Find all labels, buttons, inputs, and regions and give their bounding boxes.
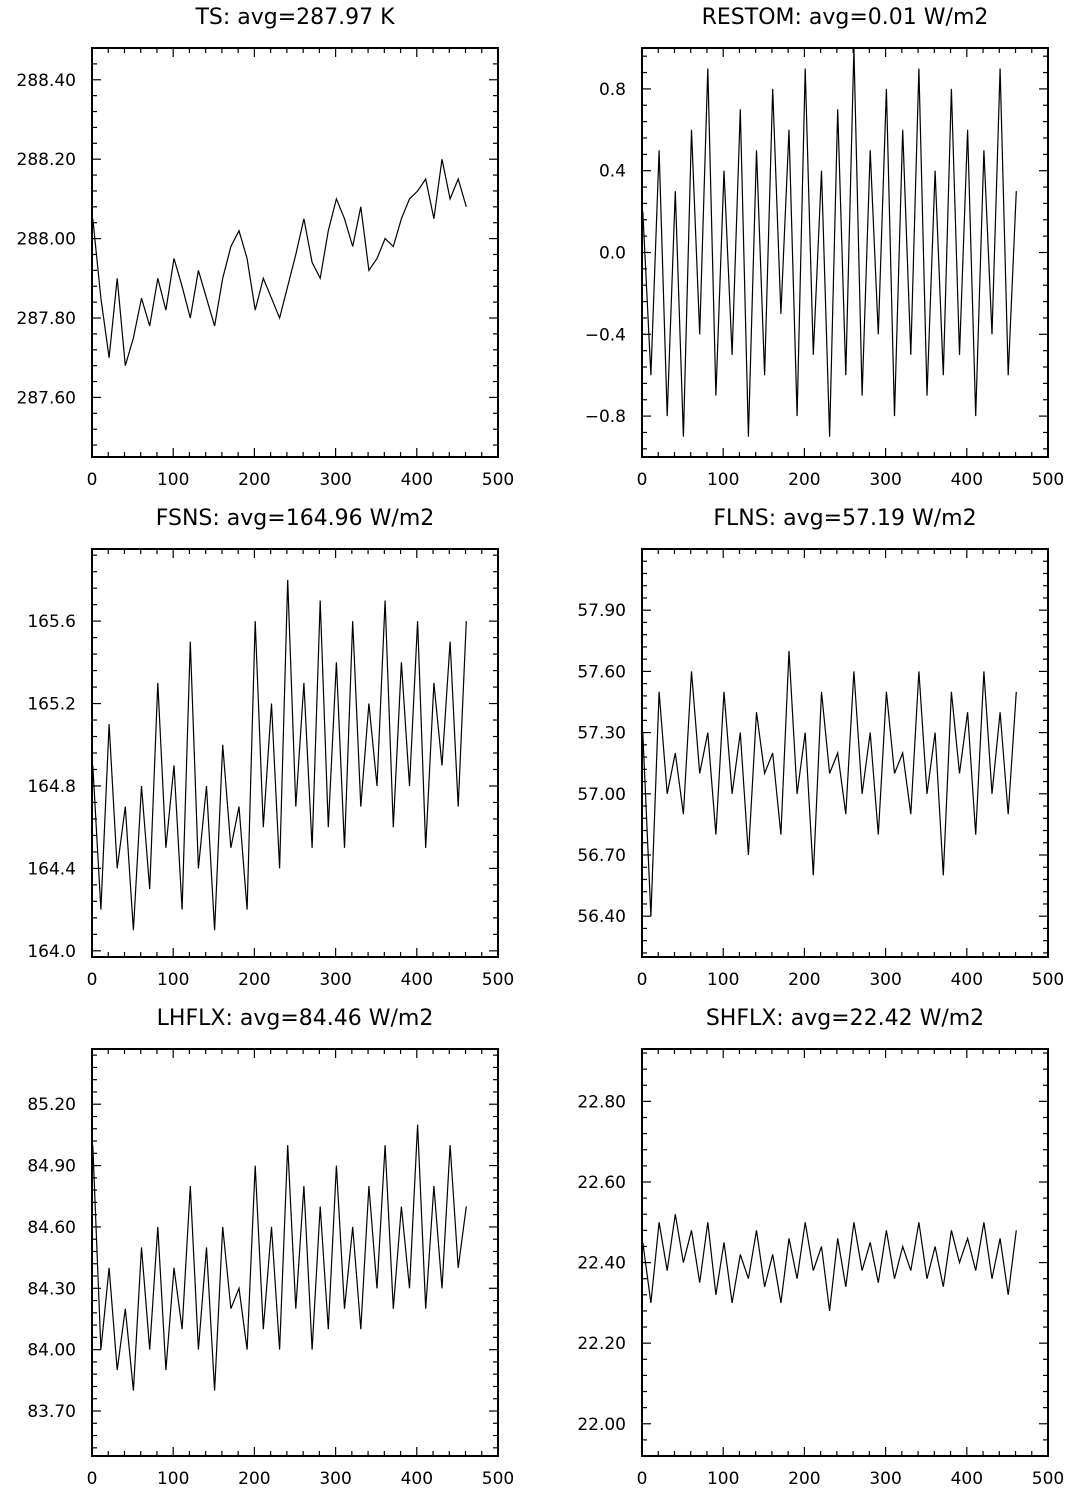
x-tick-label: 500 [482, 1469, 514, 1489]
x-tick-label: 500 [1032, 1469, 1064, 1489]
chart-panel-6: SHFLX: avg=22.42 W/m2 0 100 200 300 400 500 22.… [577, 1006, 1064, 1489]
y-tick-label: 84.30 [27, 1279, 76, 1299]
y-tick-label: 165.2 [27, 695, 76, 715]
x-tick-label: 400 [951, 470, 983, 490]
chart-title: SHFLX: avg=22.42 W/m2 [706, 1006, 984, 1031]
y-tick-label: −0.8 [585, 407, 626, 427]
x-tick-label: 0 [87, 470, 98, 490]
y-tick-label: 22.20 [577, 1334, 626, 1354]
plot-frame [641, 548, 1049, 958]
x-tick-label: 500 [482, 470, 514, 490]
y-tick-label: 288.20 [17, 150, 76, 170]
chart-title: FLNS: avg=57.19 W/m2 [713, 506, 976, 531]
x-tick-label: 400 [951, 1469, 983, 1489]
x-tick-label: 300 [869, 470, 901, 490]
y-tick-label: 56.40 [577, 907, 626, 927]
x-tick-label: 200 [238, 970, 270, 990]
x-tick-label: 200 [238, 470, 270, 490]
x-tick-label: 200 [238, 1469, 270, 1489]
x-tick-label: 500 [1032, 970, 1064, 990]
x-tick-label: 300 [869, 1469, 901, 1489]
x-tick-label: 100 [707, 970, 739, 990]
y-tick-label: 22.40 [577, 1254, 626, 1274]
chart-title: LHFLX: avg=84.46 W/m2 [157, 1006, 434, 1031]
y-tick-label: 57.90 [577, 601, 626, 621]
series-line [92, 159, 467, 366]
series-line [642, 650, 1017, 917]
x-tick-label: 0 [637, 1469, 648, 1489]
y-tick-label: 287.80 [17, 309, 76, 329]
x-tick-label: 500 [1032, 470, 1064, 490]
plot-frame [641, 47, 1049, 458]
chart-panel-5: LHFLX: avg=84.46 W/m2 0 100 200 300 400 500 83.… [27, 1006, 514, 1489]
x-tick-label: 200 [788, 470, 820, 490]
x-tick-label: 0 [87, 1469, 98, 1489]
x-tick-label: 100 [707, 470, 739, 490]
plot-frame [641, 1048, 1049, 1457]
x-tick-label: 0 [637, 470, 648, 490]
y-tick-label: 164.8 [27, 777, 76, 797]
chart-panel-4: FLNS: avg=57.19 W/m2 0 100 200 300 400 500 56.4… [577, 506, 1064, 990]
x-tick-label: 100 [707, 1469, 739, 1489]
y-tick-label: 288.00 [17, 230, 76, 250]
x-tick-label: 300 [319, 1469, 351, 1489]
x-tick-label: 300 [869, 970, 901, 990]
series-line [92, 1124, 467, 1391]
y-tick-label: 22.00 [577, 1415, 626, 1435]
x-tick-label: 100 [157, 970, 189, 990]
y-tick-label: 0.4 [599, 162, 626, 182]
plot-frame [91, 47, 499, 458]
x-tick-label: 400 [951, 970, 983, 990]
x-tick-label: 400 [401, 470, 433, 490]
x-tick-label: 200 [788, 1469, 820, 1489]
y-tick-label: −0.4 [585, 325, 626, 345]
series-line [642, 48, 1017, 437]
y-tick-label: 85.20 [27, 1095, 76, 1115]
y-tick-label: 0.8 [599, 80, 626, 100]
y-tick-label: 57.60 [577, 662, 626, 682]
y-tick-label: 0.0 [599, 244, 626, 264]
plot-frame [91, 1048, 499, 1457]
series-line [642, 1214, 1017, 1311]
x-tick-label: 0 [87, 970, 98, 990]
chart-title: RESTOM: avg=0.01 W/m2 [702, 5, 989, 30]
y-tick-label: 83.70 [27, 1402, 76, 1422]
y-tick-label: 57.30 [577, 724, 626, 744]
x-tick-label: 0 [637, 970, 648, 990]
x-tick-label: 300 [319, 970, 351, 990]
chart-panel-2: RESTOM: avg=0.01 W/m2 0 100 200 300 400 500 −0.… [585, 5, 1065, 490]
x-tick-label: 300 [319, 470, 351, 490]
x-tick-label: 400 [401, 1469, 433, 1489]
x-tick-label: 100 [157, 470, 189, 490]
y-tick-label: 164.0 [27, 942, 76, 962]
y-tick-label: 22.80 [577, 1092, 626, 1112]
x-tick-label: 400 [401, 970, 433, 990]
y-tick-label: 288.40 [17, 71, 76, 91]
y-tick-label: 84.00 [27, 1341, 76, 1361]
series-line [92, 579, 467, 931]
y-tick-label: 22.60 [577, 1173, 626, 1193]
x-tick-label: 100 [157, 1469, 189, 1489]
chart-panel-3: FSNS: avg=164.96 W/m2 0 100 200 300 400 500 164… [27, 506, 514, 990]
y-tick-label: 164.4 [27, 859, 76, 879]
chart-title: FSNS: avg=164.96 W/m2 [156, 506, 435, 531]
x-tick-label: 500 [482, 970, 514, 990]
y-tick-label: 165.6 [27, 612, 76, 632]
y-tick-label: 56.70 [577, 846, 626, 866]
y-tick-label: 57.00 [577, 785, 626, 805]
y-tick-label: 84.60 [27, 1218, 76, 1238]
plot-frame [91, 548, 499, 958]
chart-panel-1: TS: avg=287.97 K 0 100 200 300 400 500 287.60 28… [17, 5, 515, 490]
x-tick-label: 200 [788, 970, 820, 990]
chart-title: TS: avg=287.97 K [194, 5, 395, 30]
y-tick-label: 84.90 [27, 1157, 76, 1177]
y-tick-label: 287.60 [17, 388, 76, 408]
